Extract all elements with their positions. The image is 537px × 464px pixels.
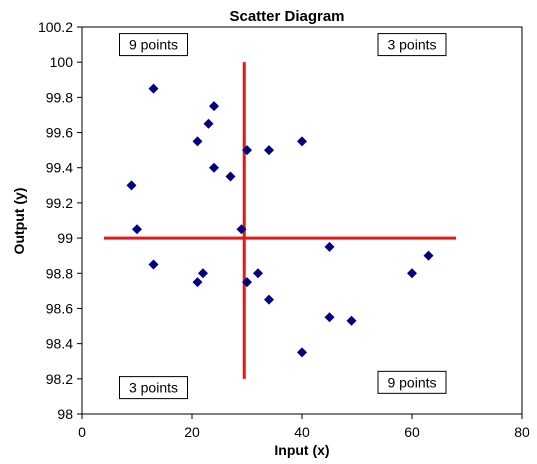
x-tick-label: 60 — [404, 424, 420, 440]
data-point — [148, 259, 159, 270]
y-tick-label: 99.4 — [46, 160, 73, 176]
y-axis-label: Output (y) — [11, 188, 27, 255]
y-tick-label: 100 — [50, 54, 74, 70]
data-point — [407, 268, 417, 279]
x-axis: 0 20 40 60 80 — [78, 414, 530, 440]
data-point — [126, 180, 137, 191]
annotation-label: 3 points — [129, 380, 178, 396]
y-tick-label: 99.2 — [46, 195, 73, 211]
data-point — [264, 294, 274, 305]
y-tick-label: 98.6 — [46, 300, 73, 316]
x-tick-label: 80 — [514, 424, 530, 440]
annotation-label: 9 points — [387, 374, 436, 390]
data-point — [236, 224, 247, 235]
data-point — [324, 312, 335, 323]
data-point — [148, 83, 159, 94]
y-tick-label: 100.2 — [38, 19, 73, 35]
annotation-box: 3 points — [377, 33, 447, 57]
data-point — [346, 315, 357, 326]
x-axis-label: Input (x) — [274, 442, 329, 458]
annotation-frame — [119, 376, 188, 400]
y-tick-label: 99 — [57, 230, 73, 246]
x-tick-label: 0 — [78, 424, 86, 440]
data-point — [264, 145, 274, 156]
data-point — [209, 162, 219, 173]
x-tick-label: 40 — [294, 424, 310, 440]
data-point — [242, 277, 252, 288]
data-point — [297, 136, 307, 147]
data-point — [423, 250, 434, 261]
data-point — [192, 277, 203, 288]
data-point — [297, 347, 307, 358]
data-point — [242, 145, 252, 156]
annotation-box: 3 points — [119, 376, 188, 400]
annotation-label: 3 points — [387, 37, 436, 53]
y-tick-label: 99.8 — [46, 89, 73, 105]
data-point — [132, 224, 142, 235]
reference-lines — [104, 62, 456, 379]
quadrant-annotations: 9 points 3 points 3 points 9 points — [119, 33, 447, 400]
y-tick-label: 99.6 — [46, 125, 73, 141]
y-tick-label: 98.2 — [46, 371, 73, 387]
y-tick-label: 98.4 — [46, 336, 73, 352]
data-points — [126, 83, 434, 358]
chart-title: Scatter Diagram — [229, 8, 344, 25]
x-tick-label: 20 — [184, 424, 200, 440]
data-point — [225, 171, 236, 182]
y-tick-label: 98 — [57, 406, 73, 422]
y-tick-label: 98.8 — [46, 265, 73, 281]
data-point — [209, 101, 219, 112]
data-point — [253, 268, 263, 279]
data-point — [192, 136, 203, 147]
y-axis: 98 98.2 98.4 98.6 98.8 99 99.2 99.4 99.6 99.8 100 1… — [38, 19, 82, 422]
annotation-frame — [377, 33, 447, 57]
annotation-box: 9 points — [119, 33, 188, 57]
annotation-box: 9 points — [377, 370, 447, 394]
data-point — [324, 241, 335, 252]
annotation-label: 9 points — [129, 37, 178, 53]
data-point — [203, 118, 214, 129]
data-point — [198, 268, 208, 279]
annotation-frame — [377, 370, 447, 394]
annotation-frame — [119, 33, 188, 57]
